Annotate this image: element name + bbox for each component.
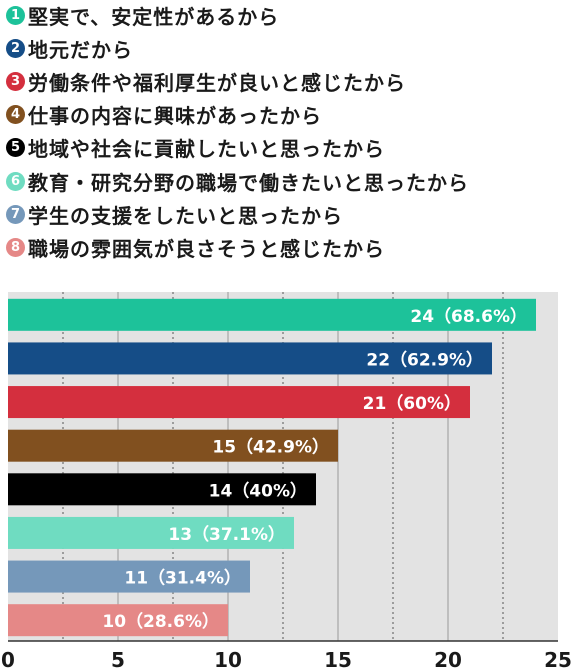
x-tick-label: 5	[111, 648, 125, 670]
bar-2	[8, 342, 492, 375]
bar-4	[8, 429, 338, 462]
legend-label: 労働条件や福利厚生が良いと感じたから	[28, 70, 406, 95]
x-tick-label: 0	[1, 648, 15, 670]
legend-item-4: 4 仕事の内容に興味があったから	[6, 101, 322, 129]
legend-label: 仕事の内容に興味があったから	[28, 104, 322, 129]
legend-label: 職場の雰囲気が良さそうと感じたから	[28, 236, 385, 261]
legend-number-badge: 3	[6, 71, 25, 91]
legend-item-8: 8 職場の雰囲気が良さそうと感じたから	[6, 233, 385, 261]
legend-item-5: 5 地域や社会に貢献したいと思ったから	[6, 134, 385, 162]
legend-label: 地域や社会に貢献したいと思ったから	[28, 137, 385, 162]
legend-item-7: 7 学生の支援をしたいと思ったから	[6, 200, 343, 228]
legend-number-badge: 4	[6, 105, 25, 125]
legend-label: 堅実で、安定性があるから	[28, 4, 280, 29]
bar-value-label: 15（42.9%）	[212, 437, 329, 458]
bar-value-label: 14（40%）	[209, 480, 307, 501]
legend-label: 教育・研究分野の職場で働きたいと思ったから	[28, 170, 469, 195]
legend-number-badge: 5	[6, 138, 25, 158]
bar-6	[8, 516, 294, 549]
bar-value-label: 24（68.6%）	[410, 306, 527, 327]
bar-value-label: 22（62.9%）	[366, 349, 483, 370]
legend-number-badge: 7	[6, 204, 25, 224]
bar-value-label: 10（28.6%）	[102, 611, 219, 632]
legend-number-badge: 2	[6, 38, 25, 58]
x-tick-label: 15	[324, 648, 352, 670]
legend-number-badge: 6	[6, 171, 25, 191]
legend-item-2: 2 地元だから	[6, 34, 133, 62]
legend-label: 地元だから	[28, 37, 133, 62]
bar-1	[8, 298, 536, 331]
legend-item-3: 3 労働条件や福利厚生が良いと感じたから	[6, 67, 406, 95]
legend-item-6: 6 教育・研究分野の職場で働きたいと思ったから	[6, 167, 469, 195]
legend-number-badge: 1	[6, 5, 25, 25]
x-tick-label: 25	[544, 648, 572, 670]
bar-3	[8, 386, 470, 419]
legend-item-1: 1 堅実で、安定性があるから	[6, 1, 279, 29]
legend-label: 学生の支援をしたいと思ったから	[28, 203, 343, 228]
bar-5	[8, 473, 316, 506]
bar-value-label: 21（60%）	[363, 393, 461, 414]
x-tick-label: 20	[434, 648, 462, 670]
bar-value-label: 13（37.1%）	[168, 524, 285, 545]
bar-value-label: 11（31.4%）	[124, 568, 241, 589]
x-tick-label: 10	[214, 648, 242, 670]
legend-number-badge: 8	[6, 237, 25, 257]
bar-7	[8, 560, 250, 593]
bar-8	[8, 604, 228, 637]
